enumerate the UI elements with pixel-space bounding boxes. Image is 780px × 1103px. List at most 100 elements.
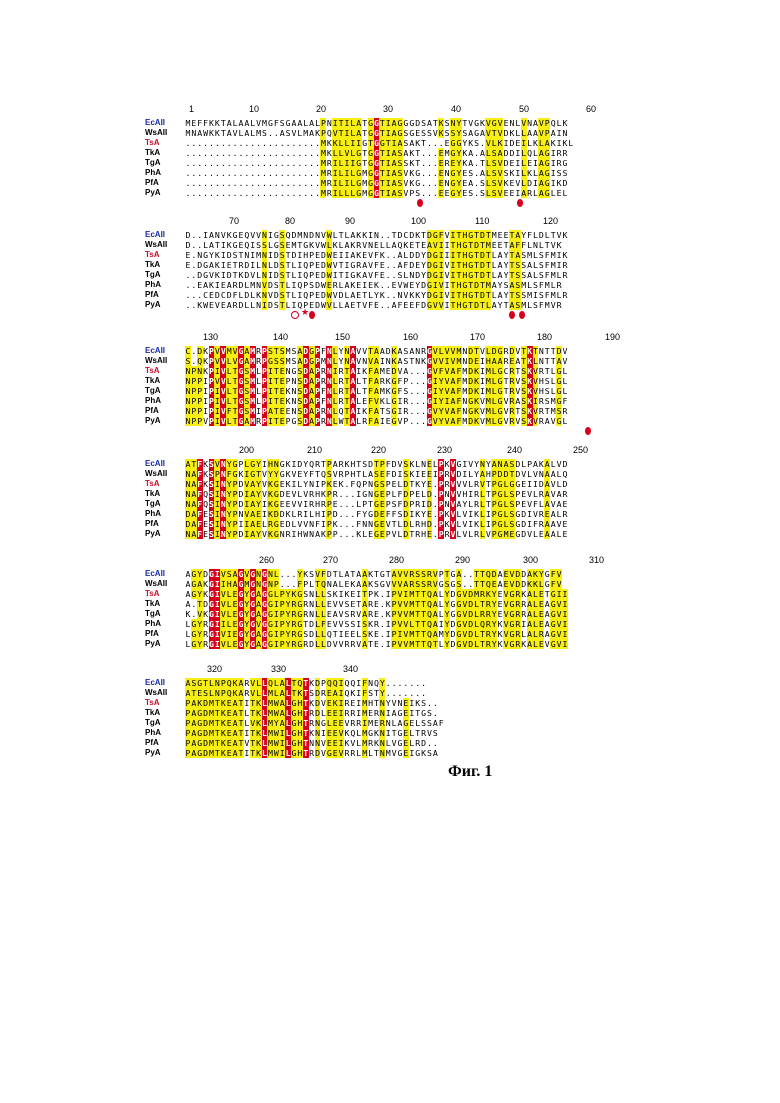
alignment-block: 200210220230240250EcAIIATFKSVNYGPLGYIHNG… <box>145 445 568 539</box>
sequence-residues: AGYDGIVSAGVGNGNL...YKSVFDTLATAAKTGTAVVRS… <box>185 569 562 579</box>
sequence-residues: NAFQSINYPDIAYVKGDEVLVRHKPR...IGNGEPLFDPE… <box>185 489 568 499</box>
sequence-label: PfA <box>145 178 185 188</box>
sequence-row: TkANAFQSINYPDIAYVKGDEVLVRHKPR...IGNGEPLF… <box>145 489 568 499</box>
sequence-residues: LGYRGIVLEGYGAGGIPYRGRDLLDVVRRVATE.IPVVMT… <box>185 639 568 649</box>
sequence-label: EcAII <box>145 459 185 469</box>
sequence-label: PfA <box>145 290 185 300</box>
sequence-row: PyA.......................MRILLLGMGGTIAS… <box>145 188 574 198</box>
sequence-label: TgA <box>145 158 185 168</box>
sequence-row: TgANAFQSINYPDIAYIKGEEVVIRHRPE...LPTGEPSF… <box>145 499 568 509</box>
sequence-residues: DAFESINYPNVAEIKDDKLRILHIPD...FYGDEFFSDIK… <box>185 509 568 519</box>
ruler-tick: 180 <box>537 332 552 342</box>
sequence-residues: ATESLNPQKARVLLMLALTKTSDREAIQKIFSTY......… <box>185 688 438 698</box>
sequence-row: EcAIIAGYDGIVSAGVGNGNL...YKSVFDTLATAAKTGT… <box>145 569 568 579</box>
sequence-label: TsA <box>145 589 185 599</box>
sequence-label: PyA <box>145 188 185 198</box>
sequence-row: PyA..KWEVEARDLLNIDSTLIQPEDWVLLAETVFE..AF… <box>145 300 568 310</box>
filled-dot-marker <box>417 199 423 207</box>
sequence-label: PyA <box>145 416 185 426</box>
sequence-row: PfA...CEDCDFLDLKNVDSTLIQPEDWVDLAETLYK..N… <box>145 290 568 300</box>
sequence-row: PyALGYRGIVLEGYGAGGIPYRGRDLLDVVRRVATE.IPV… <box>145 639 568 649</box>
sequence-row: EcAIIC.DKPVVMVGAMRPSTSMSADGPFNLYNAVVTAAD… <box>145 346 568 356</box>
ruler-tick: 240 <box>507 445 522 455</box>
alignment-block: 320330340EcAIIASGTLNPQKARVLLQLALTQTKDPQQ… <box>145 664 444 758</box>
sequence-residues: C.DKPVVMVGAMRPSTSMSADGPFNLYNAVVTAADKASAN… <box>185 346 568 356</box>
alignment-block: 1102030405060EcAIIMEFFKKTALAALVMGFSGAALA… <box>145 104 574 208</box>
sequence-row: PyAPAGDMTKEATITKLMWILGHTRDVGEVRRLMLTNMVG… <box>145 748 444 758</box>
sequence-row: PfANPPIPIVFTGSMIPATEENSDAPRNLQTAIKFATSGI… <box>145 406 568 416</box>
sequence-residues: .......................MRILILGMGGTIASVKG… <box>185 168 568 178</box>
position-ruler: 320330340 <box>145 664 444 678</box>
sequence-label: WsAII <box>145 128 185 138</box>
sequence-label: EcAII <box>145 678 185 688</box>
ruler-tick: 60 <box>586 104 596 114</box>
sequence-label: TkA <box>145 376 185 386</box>
sequence-residues: MNAWKKTAVLALMS..ASVLMAKPQVTILATGGTIAGSGE… <box>185 128 568 138</box>
sequence-row: TsANAFKSINYPDVAYVKGEKILYNIPKEK.FQPNGSPEL… <box>145 479 568 489</box>
sequence-residues: ..DGVKIDTKDVLNIDSTLIQPEDWITIGKAVFE..SLND… <box>185 270 568 280</box>
alignment-block: 260270280290300310EcAIIAGYDGIVSAGVGNGNL.… <box>145 555 568 649</box>
ruler-tick: 80 <box>285 216 295 226</box>
sequence-residues: NPPVPIVLTGAMRPITEPGSDAPRNLWTALRFAIEGVP..… <box>185 416 568 426</box>
star-marker: ★ <box>301 308 309 318</box>
ruler-tick: 220 <box>371 445 386 455</box>
sequence-residues: LGYRGIVIEGYGAGGIPYRGSDLLQTIEELSKE.IPIVMT… <box>185 629 568 639</box>
sequence-label: EcAII <box>145 230 185 240</box>
sequence-row: EcAIID..IANVKGEQVVNIGSQDMNDNVWLTLAKKIN..… <box>145 230 568 240</box>
figure-caption: Фиг. 1 <box>448 763 492 781</box>
sequence-residues: AGYKGIVLEGYGAGGLPYKGSNLLSKIKEITPK.IPVIMT… <box>185 589 568 599</box>
sequence-residues: E.DGAKIETRDILNLDSTLIQPEDWVTIGRAVFE..AFDE… <box>185 260 568 270</box>
sequence-residues: PAGDMTKEATLTKLMWALGHTRDLEEIRRIMERNIAGEIT… <box>185 708 438 718</box>
sequence-row: TsA.......................MKKLLIIGTGGTIA… <box>145 138 574 148</box>
sequence-row: WsAIINAFKSPNFGKIGTVYYGKVEYFTQSVRPHTLASEF… <box>145 469 568 479</box>
sequence-row: TkA.......................MKLLVLGTGGTIAS… <box>145 148 574 158</box>
active-site-markers <box>145 198 574 208</box>
ruler-tick: 1 <box>189 104 194 114</box>
sequence-residues: A.TDGIVLEGYGAGGIPYRGRNLLEVVSETARE.KPVVMT… <box>185 599 568 609</box>
sequence-residues: .......................MRILLLGMGGTIASVPS… <box>185 188 568 198</box>
sequence-label: PyA <box>145 300 185 310</box>
sequence-row: WsAIIS.QKPVVLVGAMRPGSSMSADGPMNLYNAVNVAIN… <box>145 356 568 366</box>
sequence-residues: S.QKPVVLVGAMRPGSSMSADGPMNLYNAVNVAINKASTN… <box>185 356 568 366</box>
sequence-residues: .......................MRILILGMGGTIASVKG… <box>185 178 568 188</box>
ruler-tick: 100 <box>411 216 426 226</box>
sequence-residues: ..KWEVEARDLLNIDSTLIQPEDWVLLAETVFE..AFEEF… <box>185 300 562 310</box>
sequence-residues: PAGDMTKEATITKLMWILGHTRDVGEVRRLMLTNMVGEIG… <box>185 748 438 758</box>
sequence-label: TkA <box>145 708 185 718</box>
sequence-label: WsAII <box>145 688 185 698</box>
sequence-row: TsAAGYKGIVLEGYGAGGLPYKGSNLLSKIKEITPK.IPV… <box>145 589 568 599</box>
filled-dot-marker <box>585 427 591 435</box>
sequence-label: TkA <box>145 148 185 158</box>
ruler-tick: 280 <box>389 555 404 565</box>
sequence-row: TgANPPIPIVLTGSMLPITEKNSDAPFNLRTALTFAMKGF… <box>145 386 568 396</box>
sequence-residues: D..IANVKGEQVVNIGSQDMNDNVWLTLAKKIN..TDCDK… <box>185 230 568 240</box>
position-ruler: 260270280290300310 <box>145 555 568 569</box>
sequence-row: PfADAFESINYPIIAELRGEDLVVNFIPK...FNNGEVTL… <box>145 519 568 529</box>
ruler-tick: 270 <box>323 555 338 565</box>
sequence-label: TkA <box>145 599 185 609</box>
sequence-row: TsAPAKDMTKEATITKLMWALGHTKDVEKIREIMHTNYVN… <box>145 698 444 708</box>
sequence-row: PhA.......................MRILILGMGGTIAS… <box>145 168 574 178</box>
sequence-residues: D..LATIKGEQISSLGSEMTGKVWLKLAKRVNELLAQKET… <box>185 240 562 250</box>
sequence-row: TkAA.TDGIVLEGYGAGGIPYRGRNLLEVVSETARE.KPV… <box>145 599 568 609</box>
sequence-label: PyA <box>145 529 185 539</box>
sequence-row: EcAIIATFKSVNYGPLGYIHNGKIDYQRTPARKHTSDTPF… <box>145 459 568 469</box>
ruler-tick: 340 <box>343 664 358 674</box>
sequence-row: TkAPAGDMTKEATLTKLMWALGHTRDLEEIRRIMERNIAG… <box>145 708 444 718</box>
sequence-label: TgA <box>145 386 185 396</box>
position-ruler: 1102030405060 <box>145 104 574 118</box>
sequence-label: PhA <box>145 509 185 519</box>
sequence-label: EcAII <box>145 118 185 128</box>
sequence-row: WsAIIMNAWKKTAVLALMS..ASVLMAKPQVTILATGGTI… <box>145 128 574 138</box>
active-site-markers: ★ <box>145 310 568 320</box>
sequence-label: PhA <box>145 280 185 290</box>
sequence-residues: NPPIPIVLTGSMLPITEKNSDAPFNLRTALTFAMKGFS..… <box>185 386 568 396</box>
sequence-row: PhA..EAKIEARDLMNVDSTLIQPSDWERLAKEIEK..EV… <box>145 280 568 290</box>
sequence-residues: ...CEDCDFLDLKNVDSTLIQPEDWVDLAETLYK..NVKK… <box>185 290 568 300</box>
sequence-residues: PAKDMTKEATITKLMWALGHTKDVEKIREIMHTNYVNEIK… <box>185 698 438 708</box>
sequence-label: PfA <box>145 406 185 416</box>
sequence-row: PyANPPVPIVLTGAMRPITEPGSDAPRNLWTALRFAIEGV… <box>145 416 568 426</box>
sequence-residues: PAGDMTKEATITKLMWILGHTKNIEEVKQLMGKNITGELT… <box>185 728 438 738</box>
sequence-residues: ATFKSVNYGPLGYIHNGKIDYQRTPARKHTSDTPFDVSKL… <box>185 459 568 469</box>
sequence-residues: NAFESINYPDIAYVKGNRIHWNAKPP...KLEGEPVLDTR… <box>185 529 568 539</box>
